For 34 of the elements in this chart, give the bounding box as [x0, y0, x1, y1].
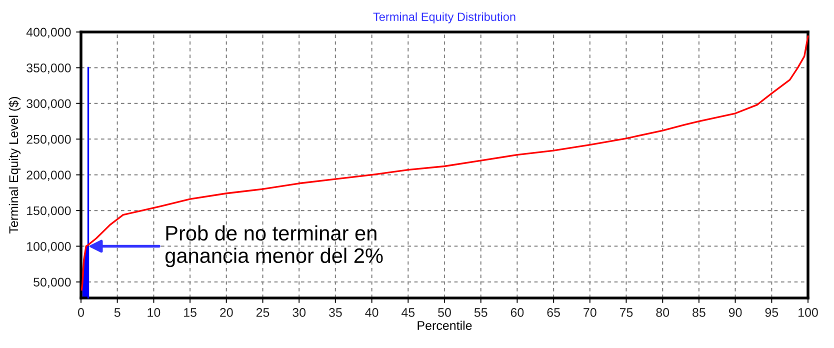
x-tick-label: 30 [292, 308, 306, 317]
y-tick-label: 150,000 [27, 206, 71, 217]
y-tick-label: 300,000 [26, 99, 71, 110]
x-tick-label: 15 [184, 308, 196, 317]
y-tick-label: 50,000 [34, 278, 71, 288]
x-tick-label: 75 [620, 308, 633, 317]
x-tick-label: 20 [220, 308, 233, 317]
x-tick-label: 35 [328, 308, 342, 317]
y-tick-label: 100,000 [27, 242, 71, 252]
x-tick-label: 85 [692, 308, 706, 317]
y-tick-label: 250,000 [26, 134, 71, 146]
x-tick-label: 100 [798, 308, 818, 317]
x-tick-label: 90 [728, 308, 742, 317]
x-tick-label: 55 [474, 308, 488, 317]
x-tick-label: 45 [401, 308, 415, 317]
x-tick-label: 70 [584, 308, 596, 317]
x-tick-label: 60 [510, 308, 524, 317]
x-axis-title: Percentile [418, 320, 472, 330]
y-tick-label: 350,000 [26, 64, 71, 74]
annotation: Prob de no terminar en ganancia menor del 2% [165, 225, 383, 268]
y-tick-label: 400,000 [26, 28, 71, 38]
chart-title: Terminal Equity Distribution [373, 12, 516, 24]
x-tick-label: 10 [148, 308, 160, 317]
x-tick-label: 25 [256, 308, 270, 317]
x-tick-label: 95 [765, 308, 778, 317]
x-tick-label: 5 [114, 308, 120, 317]
x-tick-label: 65 [547, 308, 560, 317]
line-series [80, 35, 809, 291]
x-tick-label: 40 [365, 308, 378, 317]
y-tick-label: 200,000 [26, 170, 71, 181]
x-tick-label: 80 [656, 308, 670, 317]
x-tick-label: 0 [78, 308, 84, 317]
x-tick-label: 50 [438, 308, 451, 317]
y-axis-title: Terminal Equity Level ($) [8, 96, 21, 234]
